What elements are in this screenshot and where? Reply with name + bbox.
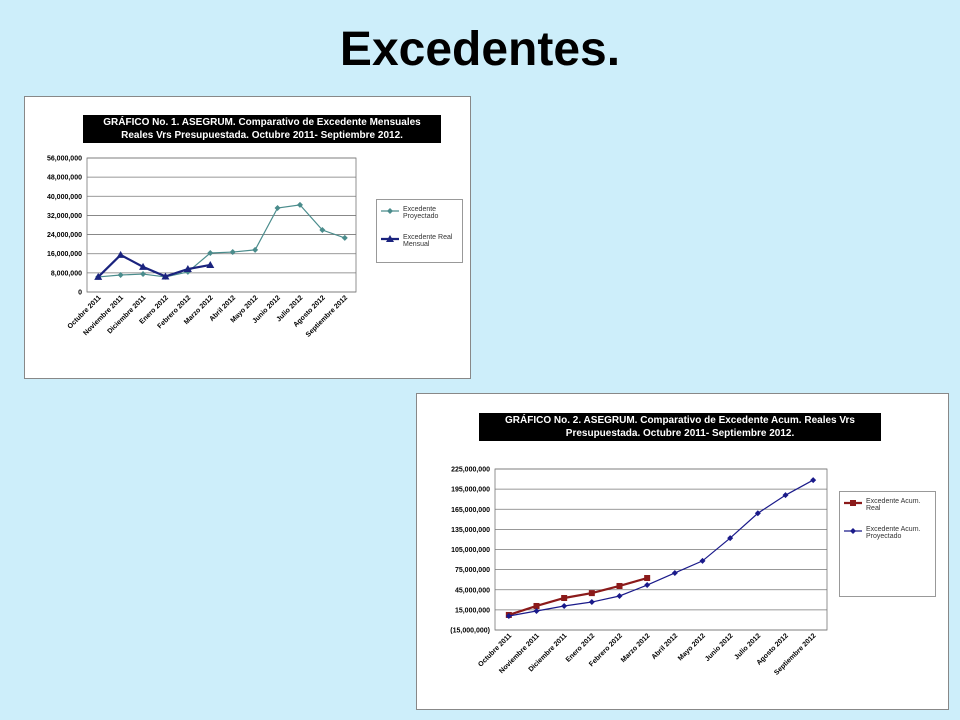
- legend-label: Excedente Acum. Proyectado: [866, 526, 921, 540]
- point: [699, 557, 706, 564]
- point: [183, 265, 192, 273]
- point: [754, 510, 761, 517]
- y-tick-label: 15,000,000: [455, 607, 490, 614]
- legend-item: Excedente Acum. Proyectado: [844, 526, 931, 540]
- y-tick-label: 75,000,000: [455, 567, 490, 574]
- point: [644, 582, 651, 589]
- point: [117, 272, 124, 279]
- chart-title: GRÁFICO No. 2. ASEGRUM. Comparativo de E…: [479, 413, 881, 441]
- point: [274, 205, 281, 212]
- x-tick-label: Julio 2012: [733, 632, 762, 661]
- legend-swatch: [381, 235, 399, 242]
- point: [94, 272, 103, 280]
- legend-item: Excedente Proyectado: [381, 206, 458, 220]
- point: [296, 201, 303, 208]
- point: [727, 535, 734, 542]
- legend-swatch: [381, 208, 399, 214]
- y-tick-label: 24,000,000: [47, 232, 82, 239]
- point: [810, 477, 817, 484]
- point: [206, 260, 215, 268]
- y-tick-label: 16,000,000: [47, 251, 82, 258]
- legend-item: Excedente Real Mensual: [381, 234, 458, 248]
- point: [319, 227, 326, 234]
- point: [616, 592, 623, 599]
- point: [116, 250, 125, 258]
- y-tick-label: 32,000,000: [47, 213, 82, 220]
- x-tick-label: Abril 2012: [651, 632, 680, 661]
- series-line: [508, 576, 648, 617]
- point: [782, 492, 789, 499]
- chart: GRÁFICO No. 1. ASEGRUM. Comparativo de E…: [24, 96, 471, 379]
- point: [588, 590, 595, 597]
- legend-item: Excedente Acum. Real: [844, 498, 931, 512]
- y-tick-label: 48,000,000: [47, 175, 82, 182]
- point: [533, 608, 540, 615]
- legend-label: Excedente Proyectado: [403, 206, 439, 220]
- plot-border: [494, 468, 828, 631]
- series-line: [97, 253, 211, 278]
- y-tick-label: 105,000,000: [451, 547, 490, 554]
- x-tick-label: Noviembre 2011: [82, 294, 125, 337]
- y-tick-label: 195,000,000: [451, 487, 490, 494]
- y-tick-label: 8,000,000: [51, 270, 82, 277]
- point: [387, 208, 393, 214]
- plot: (15,000,000) 15,000,000 45,000,000 75,000,0…: [450, 467, 828, 677]
- y-tick-label: 40,000,000: [47, 194, 82, 201]
- y-tick-label: (15,000,000): [450, 628, 490, 635]
- chart-title: GRÁFICO No. 1. ASEGRUM. Comparativo de E…: [83, 115, 441, 143]
- point: [561, 595, 568, 602]
- point: [850, 500, 856, 506]
- legend-swatch: [844, 528, 862, 534]
- point: [533, 602, 540, 609]
- point: [588, 599, 595, 606]
- legend: Excedente Acum. Real Excedente Acum. Proy…: [839, 491, 936, 597]
- point: [644, 575, 651, 582]
- x-tick-label: Marzo 2012: [620, 632, 652, 664]
- y-tick-label: 56,000,000: [47, 156, 82, 163]
- point: [252, 246, 259, 253]
- slide-title: Excedentes.: [339, 23, 621, 76]
- legend-label: Excedente Real Mensual: [403, 234, 453, 248]
- point: [139, 262, 148, 270]
- y-tick-label: 0: [78, 290, 82, 297]
- point: [229, 249, 236, 256]
- point: [386, 235, 394, 242]
- plot: 0 8,000,000 16,000,000 24,000,000 32,000,000…: [47, 156, 357, 339]
- point: [616, 582, 623, 589]
- series-line: [98, 204, 345, 278]
- legend: Excedente Proyectado Excedente Real Mensu…: [376, 199, 463, 263]
- y-tick-label: 45,000,000: [455, 587, 490, 594]
- legend-label: Excedente Acum. Real: [866, 498, 921, 512]
- point: [505, 612, 512, 619]
- legend-swatch: [844, 500, 862, 506]
- point: [341, 234, 348, 241]
- plot-border: [86, 157, 357, 293]
- point: [140, 271, 147, 278]
- point: [850, 528, 856, 534]
- point: [161, 272, 170, 280]
- y-tick-label: 225,000,000: [451, 467, 490, 474]
- point: [561, 602, 568, 609]
- point: [207, 249, 214, 256]
- y-tick-label: 165,000,000: [451, 507, 490, 514]
- series-line: [508, 479, 814, 617]
- y-tick-label: 135,000,000: [451, 527, 490, 534]
- chart: GRÁFICO No. 2. ASEGRUM. Comparativo de E…: [416, 393, 949, 710]
- point: [671, 569, 678, 576]
- x-tick-label: Junio 2012: [704, 632, 735, 663]
- x-tick-label: Mayo 2012: [677, 632, 707, 662]
- x-tick-label: Septiembre 2012: [305, 294, 349, 338]
